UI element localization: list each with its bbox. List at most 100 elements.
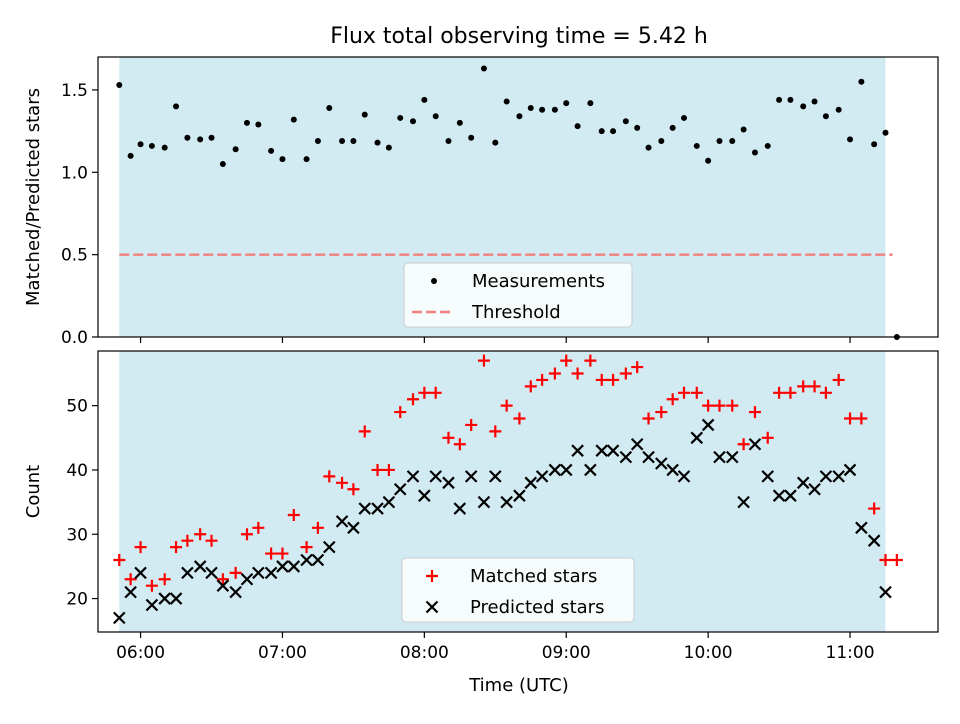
matched-point	[642, 412, 655, 425]
measurement-point	[516, 113, 523, 120]
predicted-point	[879, 585, 892, 599]
measurement-point	[574, 123, 581, 130]
measurement-point	[208, 134, 215, 141]
predicted-point	[300, 553, 313, 567]
predicted-point	[524, 476, 538, 490]
matched-point	[548, 367, 561, 380]
legend-predicted-marker	[425, 600, 439, 614]
matched-point	[265, 547, 278, 560]
matched-point	[761, 431, 774, 444]
measurement-point	[184, 134, 191, 141]
measurement-point	[776, 96, 783, 103]
measurement-point	[729, 138, 736, 144]
predicted-point	[606, 444, 620, 457]
x-tick-label: 11:00	[826, 643, 875, 663]
count-panel: 20 30 40 50 06:00 07:00 08:00 09:00 10:00 11:00 Co…	[23, 350, 939, 663]
measurement-point	[563, 100, 570, 107]
measurement-point	[681, 114, 688, 121]
matched-point	[655, 406, 668, 419]
legend-label: Matched stars	[470, 566, 597, 587]
predicted-point	[418, 489, 431, 502]
predicted-point	[808, 482, 821, 496]
predicted-point	[311, 553, 325, 567]
measurement-point	[279, 156, 286, 163]
predicted-point	[642, 450, 655, 464]
predicted-point	[113, 611, 126, 625]
predicted-point	[867, 534, 881, 547]
matched-point	[240, 528, 253, 541]
matched-point	[713, 399, 726, 412]
predicted-point	[630, 437, 644, 451]
matched-point	[453, 438, 466, 451]
legend-box	[403, 262, 633, 328]
predicted-point	[358, 502, 372, 515]
measurement-point	[397, 114, 404, 121]
matched-point	[868, 502, 881, 515]
matched-point	[737, 438, 750, 451]
y-axis-label: Matched/Predicted stars	[23, 88, 44, 306]
matched-point	[429, 386, 442, 399]
predicted-point	[169, 592, 183, 605]
measurement-point	[137, 141, 144, 148]
measurement-point	[326, 105, 333, 112]
matched-point	[465, 418, 478, 431]
predicted-point	[371, 502, 384, 515]
measurement-point	[527, 105, 534, 112]
predicted-point	[406, 470, 420, 483]
matched-point	[407, 393, 419, 406]
predicted-point	[442, 476, 455, 490]
measurement-point	[480, 65, 487, 72]
measurement-point	[290, 116, 297, 123]
matched-point	[666, 393, 679, 406]
y-tick-label: 40	[66, 461, 88, 481]
matched-point	[442, 431, 455, 444]
matched-point	[748, 406, 761, 419]
y-axis-label: Count	[23, 465, 44, 518]
measurement-point	[658, 138, 665, 144]
y-tick-label: 1.0	[61, 163, 88, 183]
measurement-point	[716, 138, 723, 144]
series-predicted-stars	[113, 418, 892, 625]
matched-point	[134, 541, 147, 554]
measurement-point	[598, 128, 605, 135]
measurement-point	[268, 147, 275, 154]
matched-point	[347, 483, 360, 496]
measurement-point	[445, 138, 452, 144]
predicted-point	[158, 592, 171, 605]
predicted-point	[855, 521, 868, 535]
measurement-point	[374, 139, 381, 146]
measurement-point	[161, 144, 168, 151]
measurement-point	[787, 96, 794, 103]
predicted-point	[761, 470, 775, 483]
x-axis-label: Time (UTC)	[468, 675, 569, 696]
predicted-point	[464, 470, 478, 483]
predicted-point	[287, 560, 301, 573]
measurement-point	[847, 136, 854, 143]
measurement-point	[127, 152, 134, 159]
matched-point	[595, 373, 608, 386]
matched-point	[784, 386, 797, 399]
predicted-point	[655, 457, 668, 470]
matched-point	[382, 463, 395, 476]
measurement-point	[610, 128, 617, 135]
matched-point	[500, 399, 513, 412]
y-tick-label: 50	[66, 397, 88, 417]
measurement-point	[410, 118, 416, 125]
predicted-point	[193, 560, 207, 573]
matched-point	[844, 412, 857, 425]
measurement-point	[421, 96, 428, 103]
matched-point	[890, 553, 903, 566]
measurement-point	[492, 139, 499, 146]
measurement-point	[800, 103, 807, 110]
legend-label: Threshold	[471, 302, 561, 323]
legend-matched-marker	[426, 570, 438, 582]
predicted-point	[619, 450, 633, 464]
measurement-point	[740, 126, 747, 133]
predicted-point	[796, 476, 810, 490]
matched-point	[513, 412, 526, 425]
matched-point	[536, 373, 549, 386]
matched-point	[702, 399, 715, 412]
predicted-point	[216, 579, 230, 592]
matched-point	[808, 380, 821, 393]
x-tick-label: 09:00	[542, 643, 591, 663]
